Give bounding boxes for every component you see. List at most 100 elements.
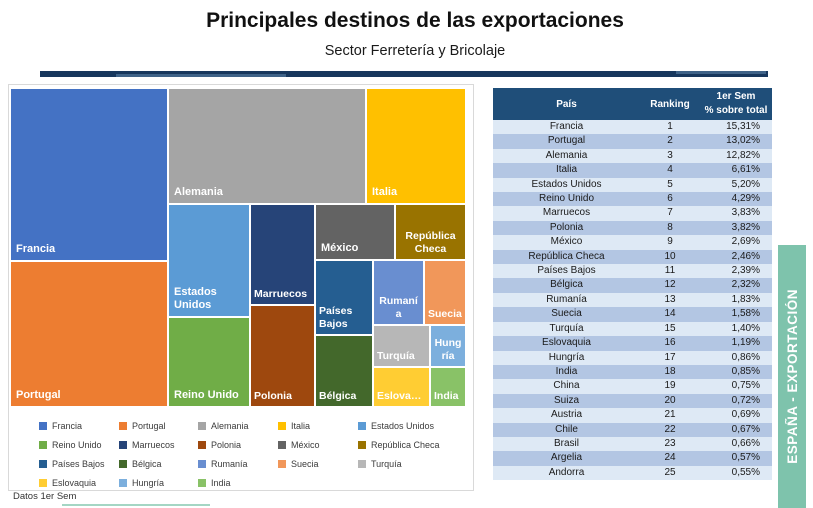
legend-label: Portugal — [132, 420, 166, 431]
treemap-label: Bélgica — [319, 389, 357, 402]
table-row: Bélgica 12 2,32% — [493, 278, 772, 293]
cell-ranking: 6 — [667, 193, 673, 205]
cell-ranking: 8 — [667, 221, 673, 233]
cell-ranking: 17 — [664, 351, 676, 363]
cell-ranking: 11 — [664, 265, 676, 277]
table-row: México 9 2,69% — [493, 235, 772, 250]
legend-swatch — [39, 421, 47, 430]
legend-swatch — [198, 478, 206, 487]
legend-swatch — [119, 478, 127, 487]
legend-label: Marruecos — [132, 439, 175, 450]
legend-item: Polonia — [198, 440, 278, 450]
legend-label: Turquía — [371, 458, 402, 469]
cell-country: Suecia — [551, 308, 582, 320]
cell-ranking: 3 — [667, 149, 673, 161]
column-header-1er-sem-line2: % sobre total — [704, 105, 768, 116]
table-row: Países Bajos 11 2,39% — [493, 264, 772, 279]
treemap-block-marruecos: Marruecos — [251, 205, 314, 304]
table-row: Reino Unido 6 4,29% — [493, 192, 772, 207]
treemap-block-estados-unidos: Estados Unidos — [169, 205, 249, 316]
table-row: República Checa 10 2,46% — [493, 249, 772, 265]
table-row: Estados Unidos 5 5,20% — [493, 177, 772, 193]
legend-label: Italia — [291, 420, 311, 431]
cell-ranking: 1 — [667, 121, 673, 132]
cell-country: Brasil — [553, 437, 579, 449]
legend-label: India — [211, 477, 231, 488]
legend-swatch — [278, 440, 286, 449]
cell-pct: 0,55% — [731, 466, 760, 478]
treemap-label: República Checa — [405, 229, 456, 255]
legend-swatch — [119, 440, 127, 449]
cell-pct: 1,58% — [731, 308, 760, 320]
legend-label: Reino Unido — [52, 439, 102, 450]
cell-country: Reino Unido — [538, 193, 595, 205]
exportacion-banner-label: ESPAÑA - EXPORTACIÓN — [784, 289, 800, 464]
legend-item: México — [278, 440, 358, 450]
legend-label: República Checa — [371, 439, 440, 450]
cell-pct: 4,29% — [731, 193, 760, 205]
cell-country: Hungría — [548, 351, 585, 363]
table-row: Suecia 14 1,58% — [493, 307, 772, 322]
legend-item: Rumanía — [198, 459, 278, 469]
legend-swatch — [39, 478, 47, 487]
legend-label: Eslovaquia — [52, 477, 97, 488]
legend-label: México — [291, 439, 320, 450]
cell-pct: 0,72% — [731, 394, 760, 406]
table-row: Rumanía 13 1,83% — [493, 292, 772, 308]
cell-ranking: 9 — [667, 236, 673, 248]
legend-item: Marruecos — [119, 440, 198, 450]
cell-pct: 1,83% — [731, 293, 760, 305]
cell-pct: 0,66% — [731, 437, 760, 449]
treemap-block-alemania: Alemania — [169, 89, 365, 203]
cell-ranking: 16 — [664, 337, 676, 349]
cell-pct: 0,85% — [731, 365, 760, 377]
legend-item: Alemania — [198, 421, 278, 431]
treemap-block-reino-unido: Reino Unido — [169, 318, 249, 406]
legend-swatch — [119, 459, 127, 468]
treemap-legend: Francia Portugal Alemania Italia Estados… — [39, 416, 468, 492]
treemap-label: Italia — [372, 186, 398, 199]
treemap-block-eslovaquia: Eslovaquia — [374, 368, 429, 406]
cell-pct: 0,57% — [731, 452, 760, 464]
treemap-label: Turquía — [377, 349, 415, 362]
cell-country: Rumanía — [546, 293, 587, 305]
legend-label: Países Bajos — [52, 458, 105, 469]
legend-label: Estados Unidos — [371, 420, 435, 431]
cell-country: Países Bajos — [537, 265, 596, 277]
legend-item: Hungría — [119, 478, 198, 488]
treemap-label: Polonia — [254, 389, 292, 402]
cell-country: Bélgica — [550, 279, 583, 291]
column-header-pais: País — [493, 88, 640, 120]
cell-ranking: 4 — [667, 164, 673, 176]
treemap-label: Suecia — [428, 307, 462, 320]
cell-country: Portugal — [547, 135, 586, 147]
table-row: Turquía 15 1,40% — [493, 321, 772, 337]
cell-country: Italia — [555, 164, 578, 176]
cell-ranking: 25 — [664, 466, 676, 478]
cell-ranking: 7 — [667, 207, 673, 219]
legend-label: Alemania — [211, 420, 249, 431]
cell-pct: 0,75% — [731, 380, 760, 392]
cell-ranking: 14 — [664, 308, 676, 320]
header-divider — [40, 71, 768, 77]
data-period-note: Datos 1er Sem — [13, 491, 77, 502]
treemap-block-belgica: Bélgica — [316, 336, 372, 406]
ranking-table-header: País Ranking 1er Sem % sobre total — [493, 88, 772, 120]
treemap-block-republica-checa: República Checa — [396, 205, 465, 259]
cell-country: Suiza — [553, 394, 579, 406]
treemap-label: Eslovaquia — [377, 389, 429, 402]
legend-item: Reino Unido — [39, 440, 119, 450]
cell-pct: 0,86% — [731, 351, 760, 363]
treemap-label: India — [434, 389, 459, 402]
table-row: Portugal 2 13,02% — [493, 134, 772, 149]
cell-ranking: 10 — [664, 250, 676, 262]
cell-pct: 0,69% — [731, 409, 760, 421]
legend-item: Países Bajos — [39, 459, 119, 469]
legend-item: Bélgica — [119, 459, 198, 469]
cell-ranking: 5 — [667, 178, 673, 190]
cell-country: República Checa — [528, 250, 605, 262]
treemap-block-rumania: Rumanía — [374, 261, 423, 324]
table-row: Chile 22 0,67% — [493, 422, 772, 437]
legend-item: Eslovaquia — [39, 478, 119, 488]
treemap-block-turquia: Turquía — [374, 326, 429, 366]
